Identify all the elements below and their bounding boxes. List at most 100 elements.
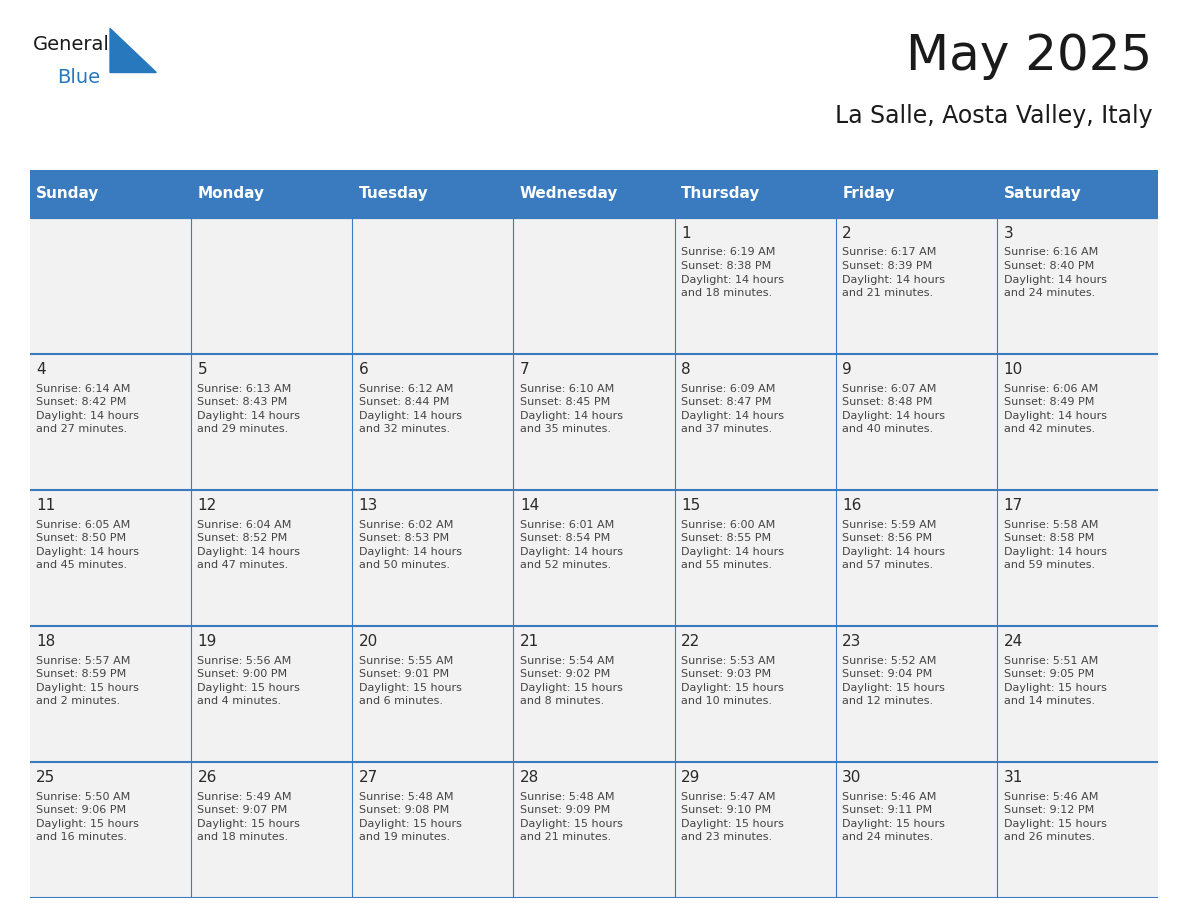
Bar — [191, 489, 352, 626]
Bar — [997, 626, 1158, 762]
Bar — [513, 353, 675, 489]
Text: 24: 24 — [1004, 633, 1023, 649]
Text: Sunrise: 5:48 AM
Sunset: 9:08 PM
Daylight: 15 hours
and 19 minutes.: Sunrise: 5:48 AM Sunset: 9:08 PM Dayligh… — [359, 791, 461, 843]
Text: 15: 15 — [681, 498, 700, 513]
Text: Blue: Blue — [57, 68, 101, 87]
Text: Thursday: Thursday — [681, 186, 760, 201]
Text: 12: 12 — [197, 498, 216, 513]
Text: 2: 2 — [842, 226, 852, 241]
Bar — [352, 762, 513, 898]
Text: Sunrise: 5:56 AM
Sunset: 9:00 PM
Daylight: 15 hours
and 4 minutes.: Sunrise: 5:56 AM Sunset: 9:00 PM Dayligh… — [197, 655, 301, 707]
Text: Sunrise: 6:13 AM
Sunset: 8:43 PM
Daylight: 14 hours
and 29 minutes.: Sunrise: 6:13 AM Sunset: 8:43 PM Dayligh… — [197, 384, 301, 434]
Text: La Salle, Aosta Valley, Italy: La Salle, Aosta Valley, Italy — [835, 104, 1152, 128]
Bar — [836, 626, 997, 762]
Bar — [513, 489, 675, 626]
Bar — [675, 489, 836, 626]
Text: Sunrise: 5:59 AM
Sunset: 8:56 PM
Daylight: 14 hours
and 57 minutes.: Sunrise: 5:59 AM Sunset: 8:56 PM Dayligh… — [842, 520, 946, 570]
Text: Sunrise: 6:09 AM
Sunset: 8:47 PM
Daylight: 14 hours
and 37 minutes.: Sunrise: 6:09 AM Sunset: 8:47 PM Dayligh… — [681, 384, 784, 434]
Bar — [352, 489, 513, 626]
Text: 31: 31 — [1004, 770, 1023, 785]
Bar — [30, 353, 191, 489]
Bar — [352, 353, 513, 489]
Text: Sunrise: 5:51 AM
Sunset: 9:05 PM
Daylight: 15 hours
and 14 minutes.: Sunrise: 5:51 AM Sunset: 9:05 PM Dayligh… — [1004, 655, 1106, 707]
Bar — [30, 489, 191, 626]
Text: 11: 11 — [36, 498, 56, 513]
Text: Sunrise: 6:01 AM
Sunset: 8:54 PM
Daylight: 14 hours
and 52 minutes.: Sunrise: 6:01 AM Sunset: 8:54 PM Dayligh… — [520, 520, 623, 570]
Text: Sunrise: 5:49 AM
Sunset: 9:07 PM
Daylight: 15 hours
and 18 minutes.: Sunrise: 5:49 AM Sunset: 9:07 PM Dayligh… — [197, 791, 301, 843]
Text: May 2025: May 2025 — [906, 32, 1152, 80]
Text: Sunrise: 6:07 AM
Sunset: 8:48 PM
Daylight: 14 hours
and 40 minutes.: Sunrise: 6:07 AM Sunset: 8:48 PM Dayligh… — [842, 384, 946, 434]
Text: 7: 7 — [520, 362, 530, 376]
Text: 18: 18 — [36, 633, 56, 649]
Bar — [836, 218, 997, 353]
Polygon shape — [110, 28, 157, 73]
Text: Sunrise: 6:16 AM
Sunset: 8:40 PM
Daylight: 14 hours
and 24 minutes.: Sunrise: 6:16 AM Sunset: 8:40 PM Dayligh… — [1004, 248, 1106, 298]
Text: 10: 10 — [1004, 362, 1023, 376]
Text: Saturday: Saturday — [1004, 186, 1081, 201]
Text: Sunday: Sunday — [36, 186, 100, 201]
Text: 29: 29 — [681, 770, 701, 785]
Text: Sunrise: 5:48 AM
Sunset: 9:09 PM
Daylight: 15 hours
and 21 minutes.: Sunrise: 5:48 AM Sunset: 9:09 PM Dayligh… — [520, 791, 623, 843]
Bar — [30, 762, 191, 898]
Text: 17: 17 — [1004, 498, 1023, 513]
Text: Wednesday: Wednesday — [520, 186, 618, 201]
Text: 5: 5 — [197, 362, 207, 376]
Text: 30: 30 — [842, 770, 861, 785]
Text: 27: 27 — [359, 770, 378, 785]
Text: Friday: Friday — [842, 186, 895, 201]
Text: Sunrise: 5:53 AM
Sunset: 9:03 PM
Daylight: 15 hours
and 10 minutes.: Sunrise: 5:53 AM Sunset: 9:03 PM Dayligh… — [681, 655, 784, 707]
Bar — [513, 218, 675, 353]
Text: 16: 16 — [842, 498, 861, 513]
Bar — [191, 218, 352, 353]
Bar — [191, 762, 352, 898]
Text: Tuesday: Tuesday — [359, 186, 429, 201]
Text: Sunrise: 6:00 AM
Sunset: 8:55 PM
Daylight: 14 hours
and 55 minutes.: Sunrise: 6:00 AM Sunset: 8:55 PM Dayligh… — [681, 520, 784, 570]
Text: Sunrise: 5:46 AM
Sunset: 9:11 PM
Daylight: 15 hours
and 24 minutes.: Sunrise: 5:46 AM Sunset: 9:11 PM Dayligh… — [842, 791, 946, 843]
Text: 14: 14 — [520, 498, 539, 513]
Text: Sunrise: 5:54 AM
Sunset: 9:02 PM
Daylight: 15 hours
and 8 minutes.: Sunrise: 5:54 AM Sunset: 9:02 PM Dayligh… — [520, 655, 623, 707]
Text: Sunrise: 6:06 AM
Sunset: 8:49 PM
Daylight: 14 hours
and 42 minutes.: Sunrise: 6:06 AM Sunset: 8:49 PM Dayligh… — [1004, 384, 1106, 434]
Text: Sunrise: 6:14 AM
Sunset: 8:42 PM
Daylight: 14 hours
and 27 minutes.: Sunrise: 6:14 AM Sunset: 8:42 PM Dayligh… — [36, 384, 139, 434]
Text: 21: 21 — [520, 633, 539, 649]
Text: Sunrise: 6:19 AM
Sunset: 8:38 PM
Daylight: 14 hours
and 18 minutes.: Sunrise: 6:19 AM Sunset: 8:38 PM Dayligh… — [681, 248, 784, 298]
Text: Sunrise: 5:50 AM
Sunset: 9:06 PM
Daylight: 15 hours
and 16 minutes.: Sunrise: 5:50 AM Sunset: 9:06 PM Dayligh… — [36, 791, 139, 843]
Text: Sunrise: 5:52 AM
Sunset: 9:04 PM
Daylight: 15 hours
and 12 minutes.: Sunrise: 5:52 AM Sunset: 9:04 PM Dayligh… — [842, 655, 946, 707]
Text: 20: 20 — [359, 633, 378, 649]
Text: Monday: Monday — [197, 186, 265, 201]
Bar — [997, 218, 1158, 353]
Bar — [191, 626, 352, 762]
Bar — [352, 626, 513, 762]
Bar — [836, 353, 997, 489]
Text: Sunrise: 5:57 AM
Sunset: 8:59 PM
Daylight: 15 hours
and 2 minutes.: Sunrise: 5:57 AM Sunset: 8:59 PM Dayligh… — [36, 655, 139, 707]
Text: Sunrise: 5:55 AM
Sunset: 9:01 PM
Daylight: 15 hours
and 6 minutes.: Sunrise: 5:55 AM Sunset: 9:01 PM Dayligh… — [359, 655, 461, 707]
Text: 3: 3 — [1004, 226, 1013, 241]
Text: Sunrise: 6:04 AM
Sunset: 8:52 PM
Daylight: 14 hours
and 47 minutes.: Sunrise: 6:04 AM Sunset: 8:52 PM Dayligh… — [197, 520, 301, 570]
Bar — [997, 762, 1158, 898]
Text: 28: 28 — [520, 770, 539, 785]
Bar — [997, 489, 1158, 626]
Text: 6: 6 — [359, 362, 368, 376]
Bar — [836, 762, 997, 898]
Text: 26: 26 — [197, 770, 216, 785]
Bar — [997, 353, 1158, 489]
Text: Sunrise: 5:46 AM
Sunset: 9:12 PM
Daylight: 15 hours
and 26 minutes.: Sunrise: 5:46 AM Sunset: 9:12 PM Dayligh… — [1004, 791, 1106, 843]
Bar — [30, 626, 191, 762]
Bar — [30, 218, 191, 353]
Text: 8: 8 — [681, 362, 690, 376]
Bar — [836, 489, 997, 626]
Text: Sunrise: 5:47 AM
Sunset: 9:10 PM
Daylight: 15 hours
and 23 minutes.: Sunrise: 5:47 AM Sunset: 9:10 PM Dayligh… — [681, 791, 784, 843]
Bar — [675, 626, 836, 762]
Text: Sunrise: 6:12 AM
Sunset: 8:44 PM
Daylight: 14 hours
and 32 minutes.: Sunrise: 6:12 AM Sunset: 8:44 PM Dayligh… — [359, 384, 462, 434]
Bar — [191, 353, 352, 489]
Bar — [675, 762, 836, 898]
Text: Sunrise: 5:58 AM
Sunset: 8:58 PM
Daylight: 14 hours
and 59 minutes.: Sunrise: 5:58 AM Sunset: 8:58 PM Dayligh… — [1004, 520, 1106, 570]
Text: General: General — [33, 35, 109, 54]
Bar — [675, 353, 836, 489]
Bar — [513, 762, 675, 898]
Text: 23: 23 — [842, 633, 861, 649]
Text: 9: 9 — [842, 362, 852, 376]
Text: 19: 19 — [197, 633, 216, 649]
Text: 13: 13 — [359, 498, 378, 513]
Text: Sunrise: 6:17 AM
Sunset: 8:39 PM
Daylight: 14 hours
and 21 minutes.: Sunrise: 6:17 AM Sunset: 8:39 PM Dayligh… — [842, 248, 946, 298]
Text: Sunrise: 6:02 AM
Sunset: 8:53 PM
Daylight: 14 hours
and 50 minutes.: Sunrise: 6:02 AM Sunset: 8:53 PM Dayligh… — [359, 520, 462, 570]
